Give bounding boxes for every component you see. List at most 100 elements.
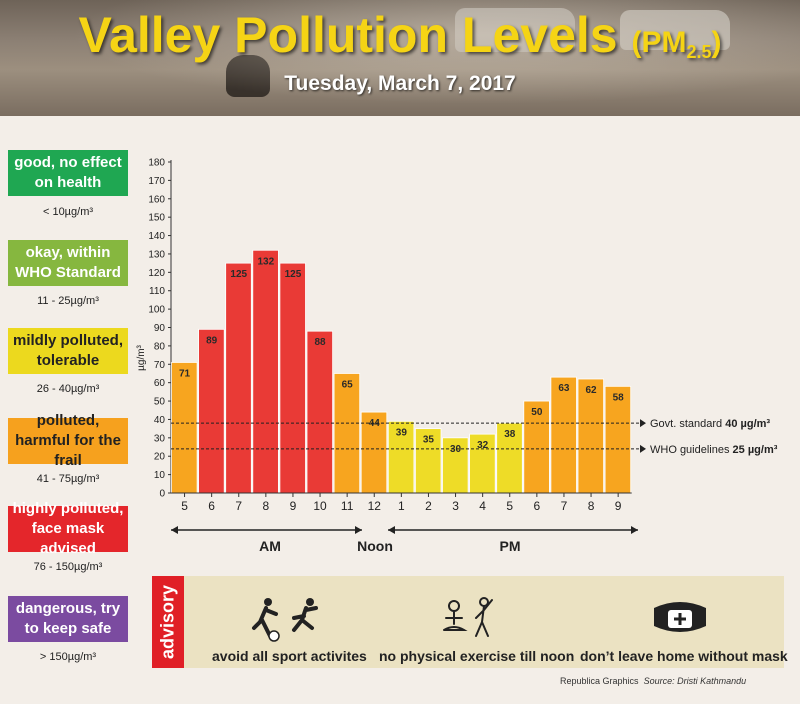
bar: [496, 422, 523, 494]
credit-source: Source: Dristi Kathmandu: [643, 676, 747, 686]
x-tick-label: 3: [452, 499, 459, 513]
y-tick-label: 110: [149, 286, 165, 297]
y-tick-label: 10: [154, 470, 166, 481]
y-tick-label: 90: [154, 323, 166, 334]
banner-haze: [0, 0, 800, 116]
sport-icon: [252, 598, 318, 642]
x-tick-label: 7: [561, 499, 568, 513]
legend-range-polluted: 41 - 75µg/m³: [36, 473, 100, 485]
page-subtitle: Tuesday, March 7, 2017: [284, 72, 516, 95]
y-tick-label: 140: [148, 231, 165, 242]
bars: 71 89 125 132 125 88 65 44 39 35 30 32 38 50 63 62 58: [171, 249, 632, 494]
y-tick-label: 30: [154, 433, 166, 444]
bar-value-label: 50: [531, 407, 543, 418]
advisory-tab-label: advisory: [157, 584, 178, 660]
y-tick-label: 20: [154, 452, 166, 463]
bar: [360, 411, 388, 494]
period-label: AM: [259, 538, 281, 554]
pollution-bar-chart: 0102030405060708090100110120130140150160…: [136, 158, 778, 555]
y-tick-label: 0: [159, 489, 165, 500]
advisory-item-sport: avoid all sport activites: [212, 648, 367, 664]
bar-value-label: 38: [504, 429, 516, 440]
legend-polluted: polluted, harmful for the frail: [8, 412, 128, 469]
title-pm: (PM2.5): [631, 26, 722, 62]
page-title: Valley Pollution Levels (PM2.5): [0, 6, 800, 64]
mask-icon: [654, 602, 706, 632]
y-tick-label: 50: [154, 397, 166, 408]
bar-value-label: 65: [342, 379, 354, 390]
legend-range-okay: 11 - 25µg/m³: [37, 295, 99, 307]
bar-value-label: 125: [285, 269, 302, 280]
period-label: Noon: [357, 538, 393, 554]
bar: [469, 433, 496, 494]
x-tick-label: 9: [290, 499, 297, 513]
x-tick-label: 12: [368, 499, 382, 513]
bar: [387, 420, 415, 494]
legend-range-highly-polluted: 76 - 150µg/m³: [33, 561, 103, 573]
bar: [198, 328, 225, 494]
advisory-item-mask: don’t leave home without mask: [580, 648, 788, 664]
bar-value-label: 35: [423, 435, 435, 446]
period-arrowhead: [631, 526, 638, 534]
reference-arrow: [640, 419, 646, 428]
bar-value-label: 125: [230, 269, 247, 280]
bar-value-label: 30: [450, 444, 462, 455]
x-axis: 5 6 7 8 9 10 11 12 1 2 3 4 5 6 7 8 9: [171, 492, 632, 513]
period-arrowhead: [171, 526, 178, 534]
bar-value-label: 88: [314, 337, 326, 348]
reference-label: WHO guidelines 25 µg/m³: [650, 444, 778, 456]
bar-value-label: 62: [585, 385, 597, 396]
bar: [171, 362, 198, 494]
y-tick-label: 40: [154, 415, 166, 426]
bar: [279, 262, 306, 494]
period-arrowhead: [388, 526, 395, 534]
credit-publisher: Republica Graphics: [560, 676, 639, 686]
legend-range-dangerous: > 150µg/m³: [39, 651, 97, 663]
legend-okay: okay, within WHO Standard: [8, 240, 128, 286]
bar: [604, 385, 632, 494]
x-tick-label: 4: [479, 499, 486, 513]
y-tick-label: 160: [148, 194, 165, 205]
y-tick-label: 60: [154, 378, 166, 389]
legend-range-good: < 10µg/m³: [42, 206, 94, 218]
x-tick-label: 7: [235, 499, 242, 513]
bar-value-label: 39: [396, 427, 408, 438]
bar: [225, 262, 252, 494]
bar: [577, 378, 605, 494]
x-tick-label: 1: [398, 499, 405, 513]
reference-lines: Govt. standard 40 µg/m³ WHO guidelines 25…: [171, 418, 778, 456]
time-periods: AM Noon PM: [171, 526, 638, 554]
y-tick-label: 170: [148, 176, 165, 187]
advisory-item-exercise: no physical exercise till noon: [379, 648, 575, 664]
bar: [550, 376, 577, 494]
x-tick-label: 10: [313, 499, 327, 513]
x-tick-label: 8: [263, 499, 270, 513]
y-tick-label: 150: [148, 213, 165, 224]
reference-arrow: [640, 444, 646, 453]
bar-value-label: 89: [206, 335, 218, 346]
credit-line: Republica Graphics Source: Dristi Kathma…: [560, 676, 746, 686]
y-tick-label: 100: [148, 305, 165, 316]
y-tick-label: 70: [154, 360, 166, 371]
bar-value-label: 71: [179, 368, 191, 379]
x-tick-label: 8: [588, 499, 595, 513]
x-tick-label: 5: [181, 499, 188, 513]
bar: [252, 249, 279, 494]
legend-range-mild: 26 - 40µg/m³: [36, 383, 100, 395]
x-tick-label: 9: [615, 499, 622, 513]
x-tick-label: 5: [506, 499, 513, 513]
advisory-tab: advisory: [152, 576, 184, 668]
title-subscript: 2.5: [686, 42, 712, 62]
legend-mild: mildly polluted, tolerable: [8, 328, 128, 374]
x-tick-label: 6: [208, 499, 215, 513]
reference-label: Govt. standard 40 µg/m³: [650, 418, 770, 430]
exercise-icon: [443, 597, 493, 637]
y-axis-label: µg/m³: [136, 344, 147, 370]
bar: [414, 428, 442, 494]
period-label: PM: [500, 538, 521, 554]
bar: [523, 400, 550, 494]
bar-value-label: 63: [558, 383, 570, 394]
legend-good: good, no effect on health: [8, 150, 128, 196]
x-tick-label: 6: [534, 499, 541, 513]
y-tick-label: 130: [148, 249, 165, 260]
